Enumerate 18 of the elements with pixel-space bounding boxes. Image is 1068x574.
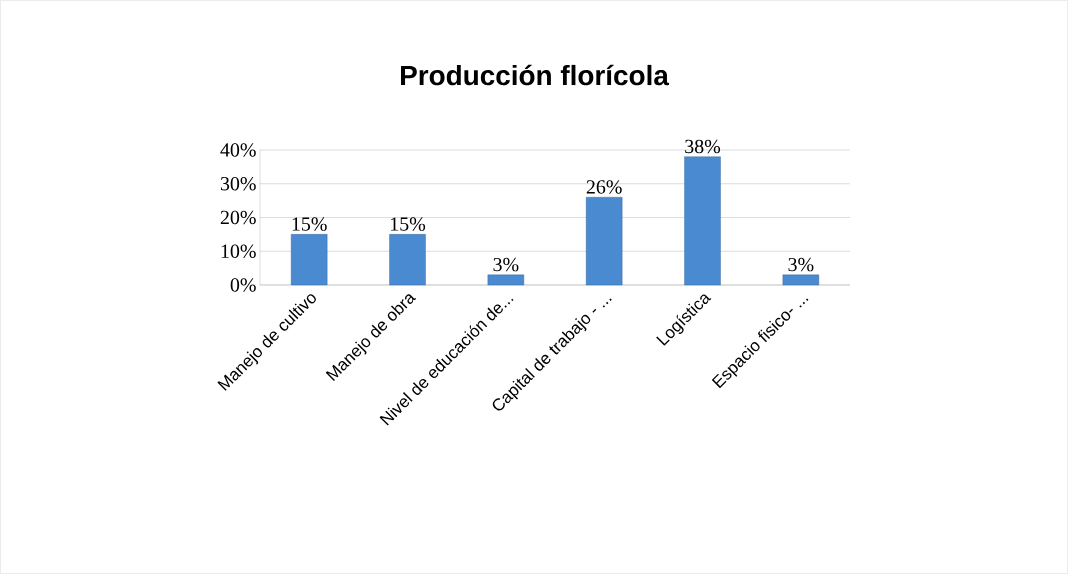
bar — [290, 234, 328, 286]
bar — [585, 197, 623, 286]
y-tick-label: 20% — [220, 210, 256, 225]
chart-title: Producción florícola — [401, 64, 670, 86]
data-label: 26% — [586, 180, 622, 194]
y-tick-label: 30% — [220, 176, 256, 191]
y-tick-label: 40% — [220, 143, 256, 157]
y-tick-label: 0% — [230, 278, 256, 292]
bar — [389, 234, 426, 286]
data-label: 15% — [391, 217, 426, 231]
bar — [684, 156, 721, 286]
data-label: 3% — [788, 257, 814, 272]
data-label: 15% — [292, 217, 327, 231]
bar — [782, 274, 820, 286]
data-label: 3% — [493, 257, 519, 272]
data-label: 38% — [685, 139, 721, 154]
bar — [487, 274, 525, 286]
y-tick-label: 10% — [221, 244, 256, 258]
